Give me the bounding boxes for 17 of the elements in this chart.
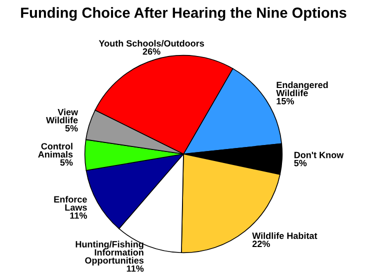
slice-label: Control Animals xyxy=(38,142,73,158)
slice-label: View Wildlife xyxy=(46,108,78,124)
slice-label: Enforce Laws xyxy=(54,196,87,211)
data-label: 5% xyxy=(65,125,78,132)
slice-label: Hunting/Fishing Information Opportunities xyxy=(76,240,144,266)
data-label: 11% xyxy=(126,265,144,272)
slice-label: Endangered Wildlife xyxy=(276,82,328,96)
slice-label: Don't Know xyxy=(294,152,344,158)
data-label: 26% xyxy=(142,48,160,55)
data-label: 15% xyxy=(276,98,294,104)
data-label: 5% xyxy=(294,160,307,166)
data-label: 11% xyxy=(70,212,87,219)
slice-label: Youth Schools/Outdoors xyxy=(98,40,204,47)
data-label: 22% xyxy=(252,240,270,248)
chart-title: Funding Choice After Hearing the Nine Options xyxy=(21,7,346,21)
data-label: 5% xyxy=(60,159,73,166)
slice-label: Wildlife Habitat xyxy=(252,232,318,239)
